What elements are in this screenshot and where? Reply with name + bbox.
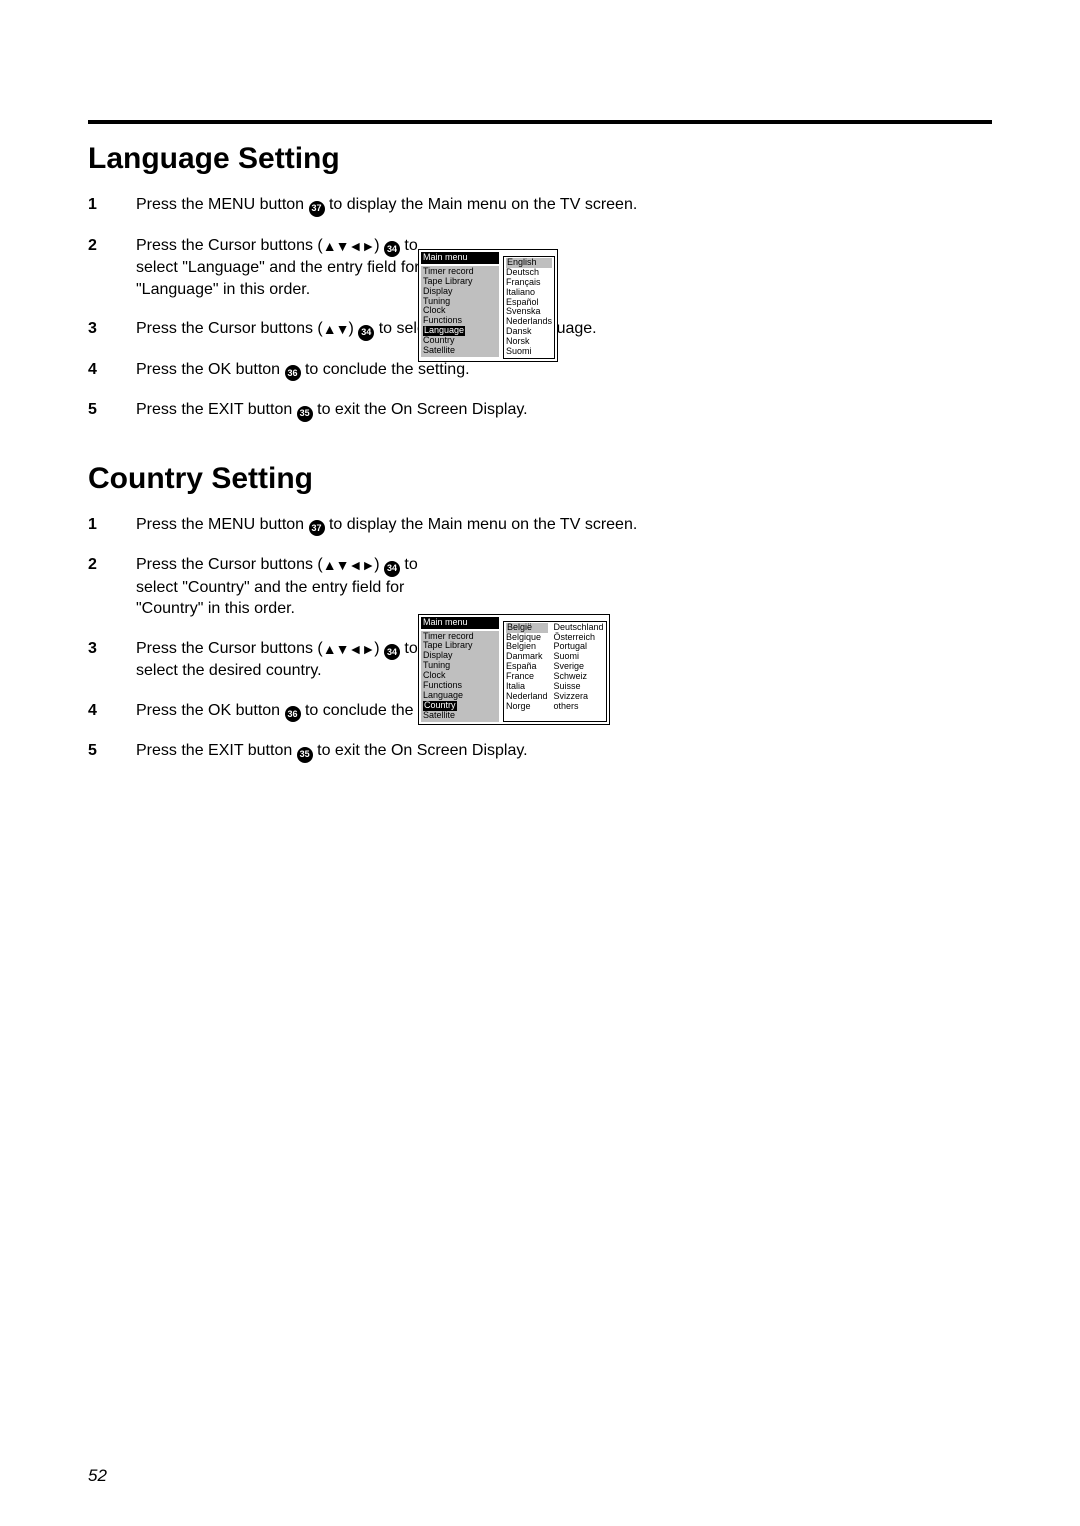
menu-header: Main menu	[421, 617, 499, 629]
language-heading: Language Setting	[88, 142, 992, 176]
top-rule	[88, 120, 992, 124]
arrows-icon: ▲▼◄►	[323, 238, 374, 254]
language-section: Language Setting Press the MENU button 3…	[88, 142, 992, 422]
arrows-icon: ▲▼◄►	[323, 641, 374, 657]
menu-item: Satellite	[423, 711, 497, 721]
arrows-icon: ▲▼◄►	[323, 557, 374, 573]
lang-step-3: Press the Cursor buttons (▲▼) 34 to sele…	[88, 318, 648, 341]
language-submenu: EnglishDeutschFrançaisItalianoEspañolSve…	[503, 256, 555, 359]
ref-35-icon: 35	[297, 406, 313, 422]
lang-step-4: Press the OK button 36 to conclude the s…	[88, 359, 648, 382]
menu-main-items: Timer recordTape LibraryDisplayTuningClo…	[421, 631, 499, 722]
ref-35-icon: 35	[297, 747, 313, 763]
ref-34-icon: 34	[358, 325, 374, 341]
country-step-2: Press the Cursor buttons (▲▼◄►) 34 to se…	[88, 554, 648, 620]
country-menu-figure: Main menu Timer recordTape LibraryDispla…	[418, 614, 610, 725]
country-heading: Country Setting	[88, 462, 992, 496]
ref-37-icon: 37	[309, 201, 325, 217]
menu-header: Main menu	[421, 252, 499, 264]
country-section: Country Setting Press the MENU button 37…	[88, 462, 992, 763]
menu-item: Norge	[506, 702, 548, 712]
lang-step-1: Press the MENU button 37 to display the …	[88, 194, 648, 217]
ref-36-icon: 36	[285, 365, 301, 381]
menu-item: Satellite	[423, 346, 497, 356]
language-steps: Press the MENU button 37 to display the …	[88, 194, 648, 422]
ref-34-icon: 34	[384, 241, 400, 257]
country-step-5: Press the EXIT button 35 to exit the On …	[88, 740, 648, 763]
lang-step-5: Press the EXIT button 35 to exit the On …	[88, 399, 648, 422]
menu-item: others	[554, 702, 604, 712]
menu-main-items: Timer recordTape LibraryDisplayTuningClo…	[421, 266, 499, 357]
ref-37-icon: 37	[309, 520, 325, 536]
country-submenu: BelgiëBelgiqueBelgienDanmarkEspañaFrance…	[503, 621, 607, 722]
lang-step-2: Press the Cursor buttons (▲▼◄►) 34 to se…	[88, 235, 648, 301]
language-menu-figure: Main menu Timer recordTape LibraryDispla…	[418, 249, 558, 362]
menu-item: Suomi	[506, 347, 552, 357]
ref-34-icon: 34	[384, 644, 400, 660]
ref-36-icon: 36	[285, 706, 301, 722]
ref-34-icon: 34	[384, 561, 400, 577]
country-step-1: Press the MENU button 37 to display the …	[88, 514, 648, 537]
page-number: 52	[88, 1466, 107, 1486]
arrows-icon: ▲▼	[323, 321, 349, 337]
